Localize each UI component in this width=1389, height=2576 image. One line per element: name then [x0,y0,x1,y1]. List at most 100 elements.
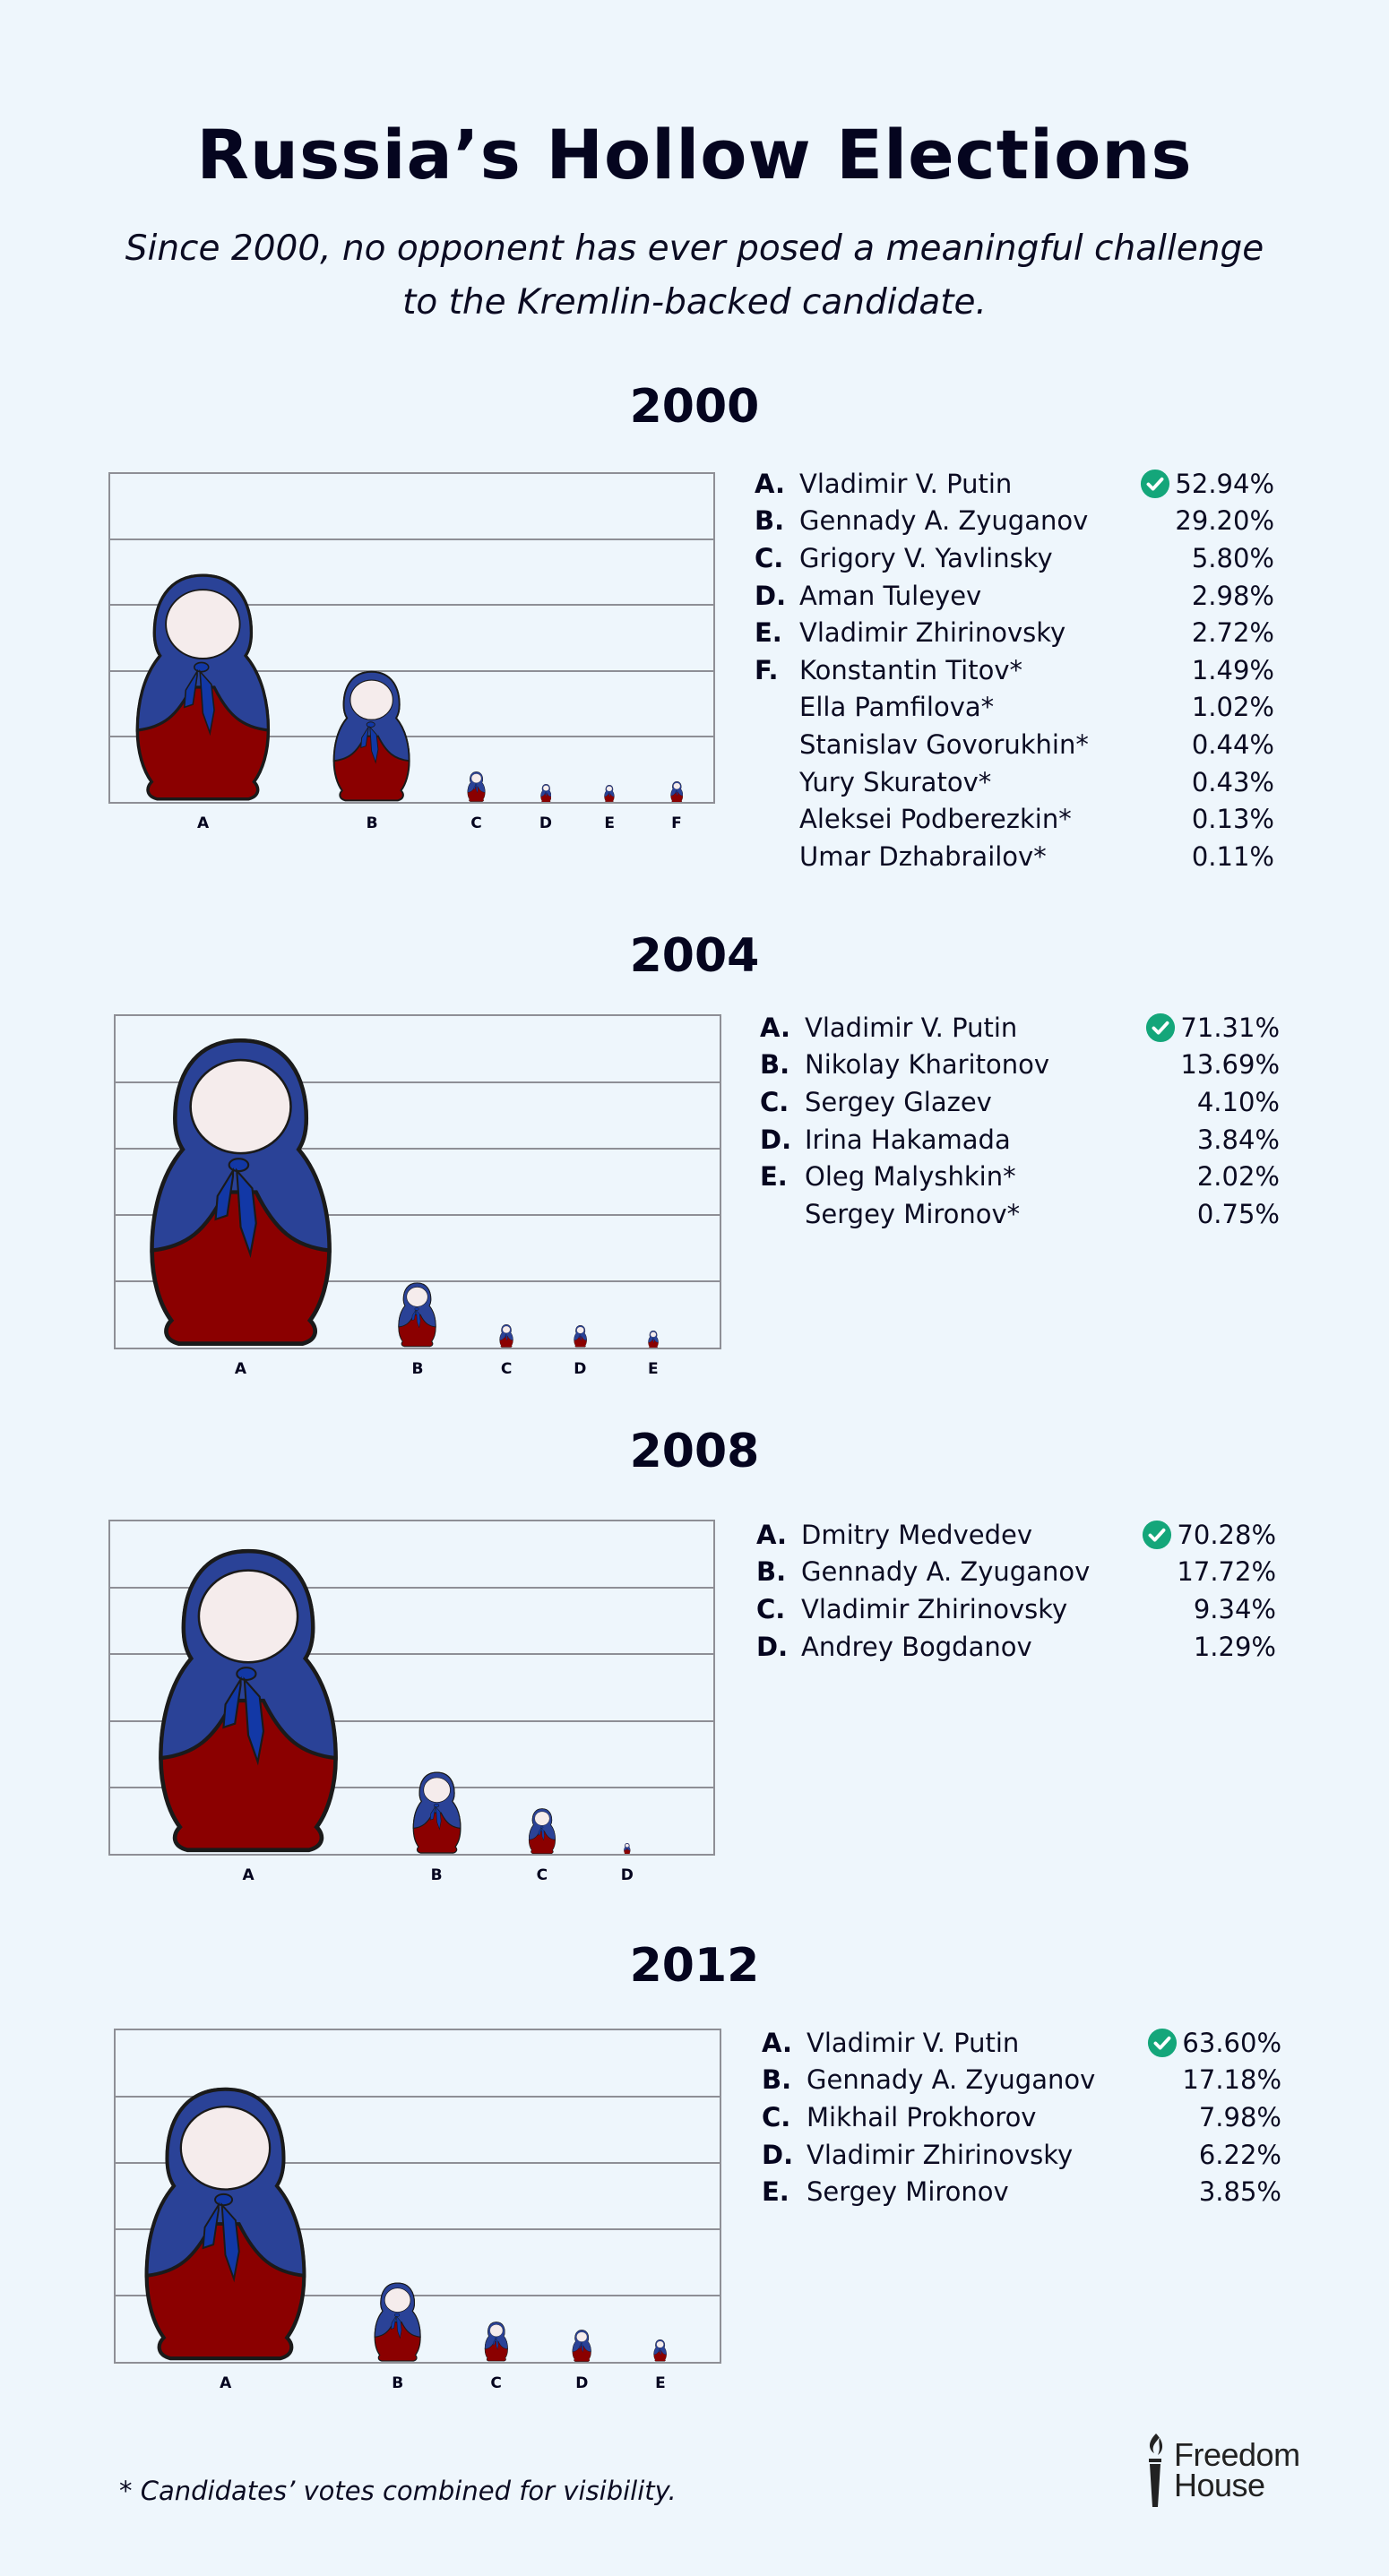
candidate-row: D. Andrey Bogdanov 1.29% [756,1628,1276,1666]
candidate-name: Vladimir V. Putin [807,2027,1020,2058]
candidate-letter: A. [755,468,785,499]
x-axis-label: A [220,2374,232,2392]
x-axis-label: B [411,1360,424,1378]
results-list: A. Dmitry Medvedev 70.28% B. Gennady A. Zyu… [756,1516,1276,1665]
candidate-vote-share: 63.60% [1182,2027,1281,2058]
candidate-name: Sergey Mironov [807,2176,1009,2208]
matryoshka-doll-icon [670,780,684,803]
gridline [110,1719,713,1722]
candidate-name: Sergey Glazev [805,1086,992,1117]
doll-chart [108,472,715,804]
candidate-row: D. Aman Tuleyev 2.98% [755,577,1274,615]
candidate-vote-share: 17.72% [1177,1556,1276,1588]
candidate-row: A. Dmitry Medvedev 70.28% [756,1516,1276,1554]
year-heading: 2012 [629,1939,760,1993]
gridline [110,669,713,672]
candidate-row: B. Nikolay Kharitonov 13.69% [760,1047,1280,1084]
candidate-row: C. Sergey Glazev 4.10% [760,1083,1280,1121]
candidate-vote-share: 5.80% [1191,542,1274,573]
candidate-row: Sergey Mironov* 0.75% [760,1195,1280,1233]
x-axis-label: C [490,2374,502,2392]
candidate-letter: A. [760,1012,790,1043]
x-axis-label: C [536,1866,548,1884]
candidate-name: Konstantin Titov* [799,654,1023,685]
logo-line-2: House [1174,2467,1265,2503]
candidate-letter: E. [755,617,782,649]
candidate-vote-share: 1.29% [1193,1631,1276,1662]
footnote: * Candidates’ votes combined for visibil… [119,2476,677,2506]
gridline [110,1786,713,1788]
doll-chart [114,1014,721,1349]
candidate-vote-share: 0.43% [1191,766,1274,797]
candidate-letter: B. [760,1049,790,1081]
candidate-name: Irina Hakamada [805,1124,1011,1155]
matryoshka-doll-icon [624,1842,631,1854]
candidate-name: Gennady A. Zyuganov [799,505,1089,537]
x-axis-label: E [604,814,616,832]
candidate-vote-share: 2.72% [1191,617,1274,649]
candidate-name: Gennady A. Zyuganov [807,2064,1096,2096]
candidate-vote-share: 71.31% [1180,1012,1280,1043]
matryoshka-doll-icon [467,771,486,802]
check-circle-icon [1144,1012,1177,1044]
candidate-name: Vladimir Zhirinovsky [807,2139,1074,2170]
candidate-letter: E. [762,2176,789,2208]
x-axis-label: D [620,1866,634,1884]
matryoshka-doll-icon [499,1324,513,1348]
candidate-vote-share: 6.22% [1198,2139,1281,2170]
candidate-letter: A. [756,1519,787,1550]
x-axis-label: E [655,2374,666,2392]
candidate-row: Aleksei Podberezkin* 0.13% [755,800,1274,838]
logo-line-1: Freedom [1174,2436,1300,2473]
freedom-house-logo: Freedom House [1143,2432,1300,2509]
subtitle-line-2: to the Kremlin-backed candidate. [402,282,987,323]
year-heading: 2008 [629,1425,760,1478]
x-axis-label: D [539,814,552,832]
matryoshka-doll-icon [604,784,615,802]
matryoshka-doll-icon [574,1325,587,1348]
candidate-row: F. Konstantin Titov* 1.49% [755,651,1274,689]
candidate-row: E. Sergey Mironov 3.85% [762,2173,1281,2210]
x-axis-label: A [234,1360,247,1378]
candidate-letter: C. [755,542,784,573]
candidate-name: Oleg Malyshkin* [805,1161,1016,1193]
gridline [116,1148,720,1150]
doll-chart [108,1520,715,1856]
candidate-row: C. Vladimir Zhirinovsky 9.34% [756,1590,1276,1628]
check-circle-icon [1141,1519,1173,1551]
candidate-name: Vladimir Zhirinovsky [801,1593,1068,1624]
candidate-vote-share: 52.94% [1175,468,1274,499]
doll-chart [114,2029,721,2364]
candidate-row: Umar Dzhabrailov* 0.11% [755,838,1274,875]
candidate-vote-share: 0.13% [1191,804,1274,835]
candidate-letter: F. [755,654,779,685]
candidate-name: Mikhail Prokhorov [807,2101,1037,2132]
candidate-row: E. Oleg Malyshkin* 2.02% [760,1158,1280,1195]
x-axis-label: D [574,1360,587,1378]
candidate-letter: B. [755,505,785,537]
candidate-name: Nikolay Kharitonov [805,1049,1050,1081]
candidate-row: C. Mikhail Prokhorov 7.98% [762,2098,1281,2136]
matryoshka-doll-icon [484,2322,509,2362]
candidate-name: Dmitry Medvedev [801,1519,1032,1550]
gridline [116,1081,720,1083]
x-axis-label: E [648,1360,659,1378]
matryoshka-doll-icon [411,1771,462,1854]
candidate-vote-share: 29.20% [1175,505,1274,537]
candidate-name: Vladimir Zhirinovsky [799,617,1066,649]
candidate-row: B. Gennady A. Zyuganov 29.20% [755,503,1274,540]
matryoshka-doll-icon [331,670,412,802]
candidate-row: B. Gennady A. Zyuganov 17.72% [756,1554,1276,1591]
candidate-name: Aman Tuleyev [799,580,982,611]
candidate-name: Grigory V. Yavlinsky [799,542,1053,573]
candidate-row: C. Grigory V. Yavlinsky 5.80% [755,539,1274,577]
candidate-name: Gennady A. Zyuganov [801,1556,1091,1588]
matryoshka-doll-icon [140,2086,311,2362]
x-axis-label: B [392,2374,404,2392]
x-axis-label: A [197,814,210,832]
candidate-name: Umar Dzhabrailov* [799,840,1047,872]
year-heading: 2004 [629,929,760,983]
candidate-name: Vladimir V. Putin [799,468,1013,499]
matryoshka-doll-icon [373,2282,422,2362]
gridline [110,604,713,607]
